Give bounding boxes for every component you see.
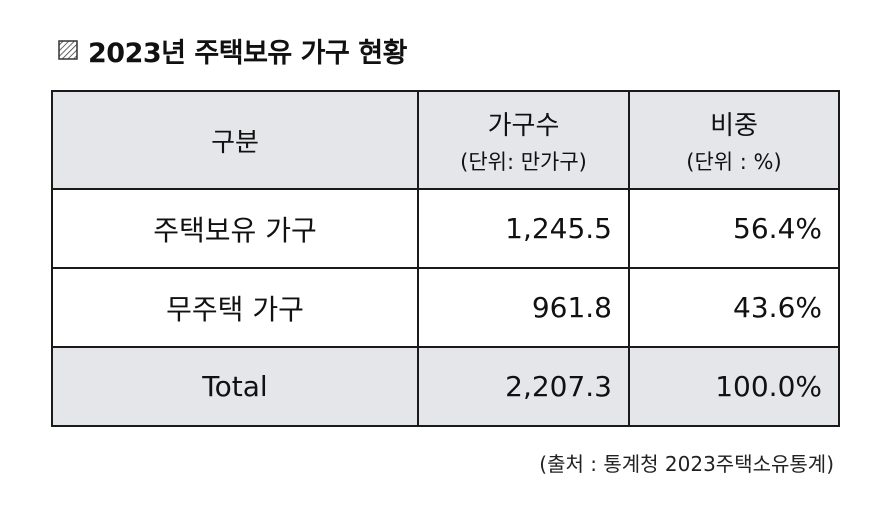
row-label: 무주택 가구 xyxy=(51,267,419,348)
header-cell: 비중 (단위 : %) xyxy=(628,90,840,190)
source: (출처 : 통계청 2023주택소유통계) xyxy=(539,452,834,476)
table-row: Total 2,207.3 100.0% xyxy=(51,346,840,427)
title: 2023년 주택보유 가구 현황 xyxy=(88,37,407,69)
table-body: 주택보유 가구 1,245.5 56.4% 무주택 가구 961.8 43.6% Total… xyxy=(51,188,840,427)
cell-value: 56.4% xyxy=(628,188,840,269)
data-table: 구분 가구수 (단위: 만가구) 비중 (단위 : %) 주택보유 가구 1,245.… xyxy=(51,90,840,427)
title-bar: 2023년 주택보유 가구 현황 xyxy=(58,30,407,70)
header-row: 구분 가구수 (단위: 만가구) 비중 (단위 : %) xyxy=(51,90,840,190)
table-row: 주택보유 가구 1,245.5 56.4% xyxy=(51,188,840,269)
cell-value: 100.0% xyxy=(628,346,840,427)
header-unit: (단위: 만가구) xyxy=(460,149,587,174)
row-label: Total xyxy=(51,346,419,427)
row-label: 주택보유 가구 xyxy=(51,188,419,269)
header-text: 비중 xyxy=(710,110,758,141)
table-row: 무주택 가구 961.8 43.6% xyxy=(51,267,840,348)
header-text: 구분 xyxy=(211,127,259,158)
header-unit: (단위 : %) xyxy=(686,149,782,174)
header-text: 가구수 xyxy=(487,110,560,141)
title-icon xyxy=(58,40,78,60)
cell-value: 43.6% xyxy=(628,267,840,348)
header-cell: 구분 xyxy=(51,90,419,190)
header-cell: 가구수 (단위: 만가구) xyxy=(417,90,630,190)
cell-value: 961.8 xyxy=(417,267,630,348)
cell-value: 1,245.5 xyxy=(417,188,630,269)
cell-value: 2,207.3 xyxy=(417,346,630,427)
